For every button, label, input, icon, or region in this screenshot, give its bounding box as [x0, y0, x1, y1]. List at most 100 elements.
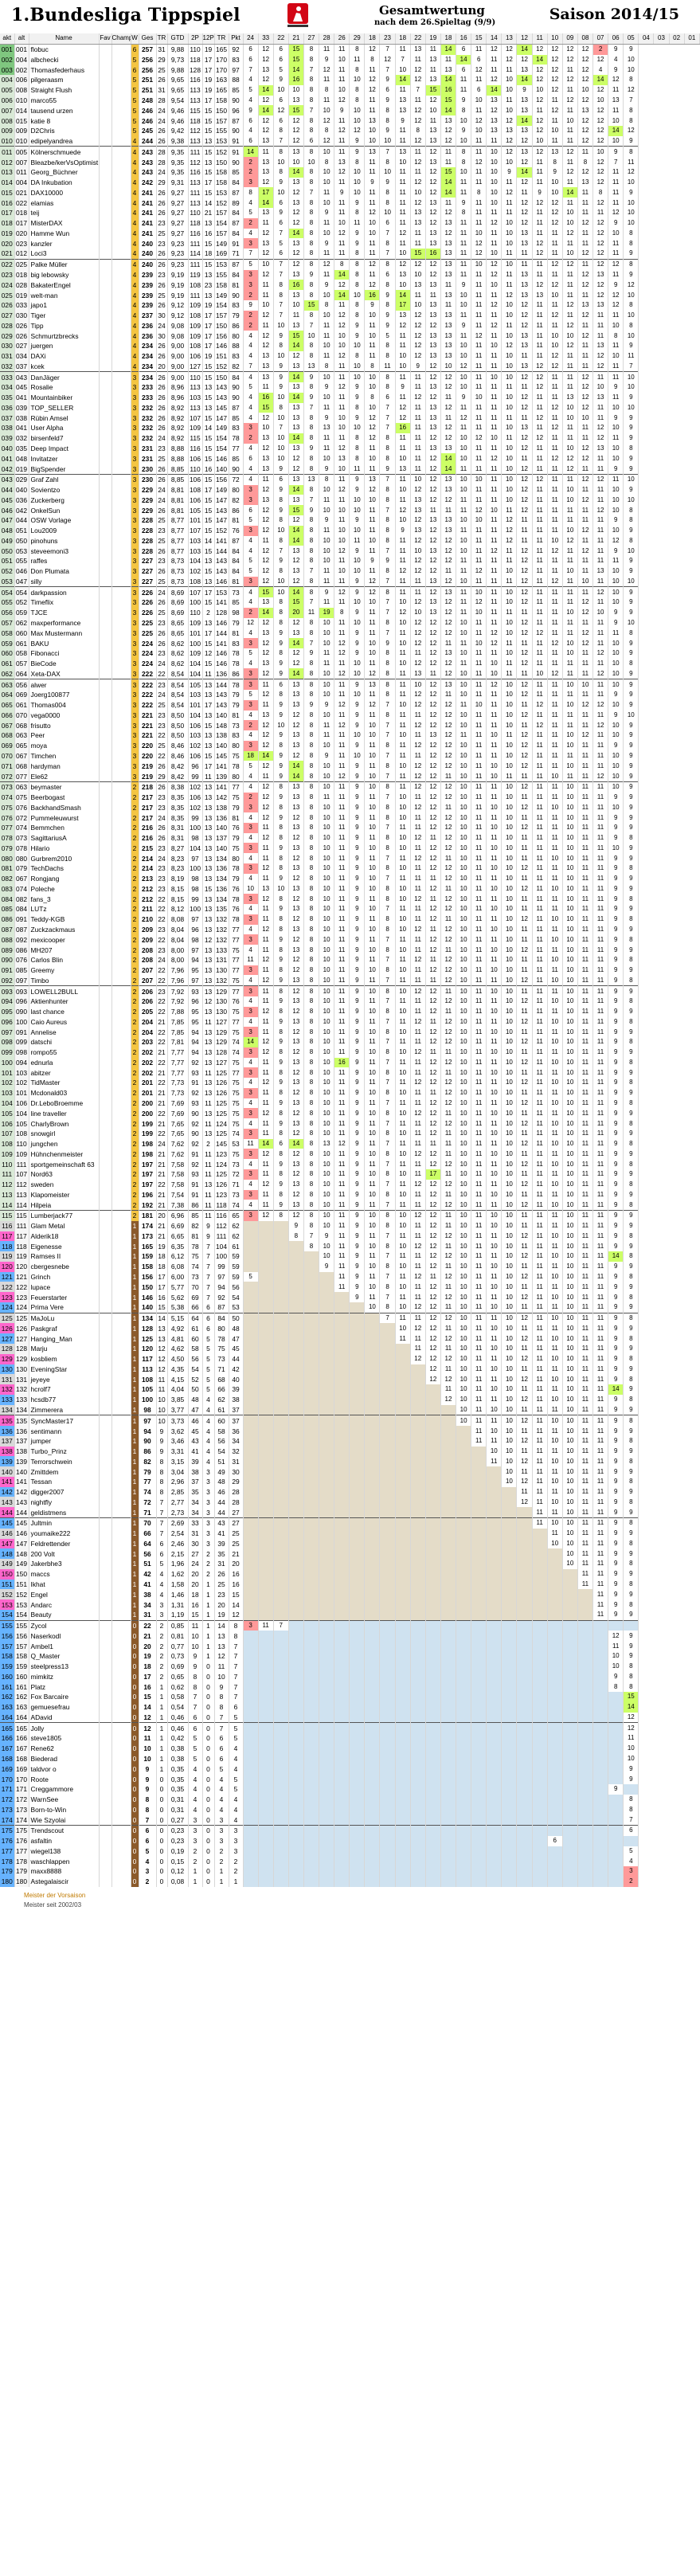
- table-row[interactable]: 124 124 Prima Vere 1 140 15 5,38 66 6 87 53 10 8 10 12…: [0, 1302, 700, 1313]
- table-row[interactable]: 114 114 Hilpeia 2 192 21 7,38 86 11 118 74 4 11 9 13 8 1…: [0, 1200, 700, 1211]
- table-row[interactable]: 004 006 pilgeraasm 5 251 26 9,65 116 19 163 88 4 12 9…: [0, 75, 700, 85]
- table-row[interactable]: 077 074 Bemmchen 2 216 26 8,31 100 13 140 76 3 11 8 13…: [0, 822, 700, 833]
- table-row[interactable]: 018 017 MisterDAX 4 241 23 9,27 118 13 154 87 2 11 6 1…: [0, 217, 700, 229]
- table-row[interactable]: 087 087 Zuckzackmaus 2 209 23 8,04 96 13 132 77 4 12…: [0, 924, 700, 935]
- table-row[interactable]: 012 007 Bleazbe/kerVsOptimist 4 243 28 9,35 112…: [0, 157, 700, 167]
- table-row[interactable]: 067 068 frisutto 3 221 23 8,50 106 15 148 73 2 12 10 1…: [0, 720, 700, 731]
- table-row[interactable]: 048 051 Lou2009 3 228 23 8,77 107 15 152 76 3 12 10 14…: [0, 525, 700, 536]
- table-row[interactable]: 032 037 kcek 4 234 20 9,00 127 15 152 82 7 13 9 13 13 8 1…: [0, 361, 700, 372]
- table-row[interactable]: 033 043 DanJäger 3 234 26 9,00 110 15 150 84 4 13 9 14…: [0, 371, 700, 383]
- table-row[interactable]: 113 113 Klapomeister 2 196 21 7,54 91 11 123 73 3 11…: [0, 1189, 700, 1200]
- table-row[interactable]: 111 107 Nord63 2 197 21 7,58 93 11 125 72 3 11 8 12 8 10…: [0, 1169, 700, 1180]
- table-row[interactable]: 088 092 mexicooper 2 209 22 8,04 98 12 132 77 3 11 9 1…: [0, 934, 700, 945]
- table-row[interactable]: 092 097 Timbo 2 207 22 7,96 97 13 132 75 4 12 9 13 8 10 1…: [0, 975, 700, 986]
- table-row[interactable]: 026 033 japo1 4 239 26 9,12 109 19 154 83 9 10 7 10 15 8…: [0, 299, 700, 311]
- table-row[interactable]: 123 123 Feuerstarter 1 146 16 5,62 69 7 92 54 9 11 7 1…: [0, 1292, 700, 1302]
- table-row[interactable]: 107 108 snowgirl 2 199 22 7,65 90 13 125 74 3 11 8 12 8…: [0, 1128, 700, 1139]
- table-row[interactable]: 071 068 hardyman 3 219 26 8,42 96 17 141 78 5 12 9 14 8…: [0, 761, 700, 772]
- table-row[interactable]: 024 028 BakaterEngel 4 239 26 9,19 108 23 158 81 3 1…: [0, 280, 700, 291]
- table-row[interactable]: 015 021 DAX10000 4 241 26 9,27 111 15 153 87 8 17 10 1…: [0, 187, 700, 198]
- table-row[interactable]: 002 004 albchecki 5 256 29 9,73 118 17 170 83 6 12 6 1…: [0, 54, 700, 65]
- table-row[interactable]: 038 041 User Alpha 3 232 26 8,92 109 14 149 83 3 10 7…: [0, 423, 700, 433]
- table-row[interactable]: 003 002 Thomasfederhaus 6 256 25 9,88 128 17 170 9…: [0, 65, 700, 76]
- table-row[interactable]: 041 048 Invitatzer 3 231 25 8,88 106 15 146 85 6 13 1…: [0, 453, 700, 464]
- table-row[interactable]: 096 100 Caio Aureus 2 204 21 7,85 95 11 127 77 4 11 9…: [0, 1016, 700, 1028]
- table-row[interactable]: 104 106 Dr.LeboBroemme 2 200 21 7,69 93 11 125 75 4…: [0, 1098, 700, 1109]
- table-row[interactable]: 091 085 Greemy 2 207 22 7,96 95 13 130 77 3 11 8 12 8 10…: [0, 965, 700, 976]
- table-row[interactable]: 089 086 MH207 2 208 23 8,00 97 13 133 75 4 11 8 13 8 10 1…: [0, 945, 700, 955]
- table-row[interactable]: 016 022 elamias 4 241 26 9,27 113 14 152 89 4 14 6 13 8…: [0, 198, 700, 209]
- table-row[interactable]: 120 120 cbergesnebe 1 158 18 6,08 74 7 99 59 9 11 9 10…: [0, 1261, 700, 1272]
- table-row[interactable]: 013 011 Georg_Büchner 4 243 24 9,35 116 15 158 85 2…: [0, 166, 700, 178]
- table-row[interactable]: 001 001 flobuc 6 257 31 9,88 110 19 165 92 6 12 6 15 8 1…: [0, 44, 700, 55]
- table-row[interactable]: 093 093 LOWELL2BULL 2 206 23 7,92 93 13 129 77 3 11 8…: [0, 985, 700, 996]
- table-row[interactable]: 075 076 BackhandSmash 2 217 23 8,35 102 13 138 79 3…: [0, 802, 700, 813]
- table-row[interactable]: 098 099 datschi 2 203 22 7,81 94 13 129 74 14 12 9 13 8…: [0, 1037, 700, 1047]
- table-row[interactable]: 074 075 Beerbogast 2 217 23 8,35 106 13 142 75 2 12 9…: [0, 792, 700, 803]
- table-row[interactable]: 106 105 CharlyBrown 2 199 21 7,65 92 11 124 75 4 11 9…: [0, 1118, 700, 1129]
- table-row[interactable]: 056 059 TJCE 3 226 25 8,69 110 2 128 98 2 14 8 20 11 19 8…: [0, 607, 700, 618]
- table-row[interactable]: 100 094 ednurla 2 202 22 7,77 92 13 127 75 4 11 9 13 8 1…: [0, 1057, 700, 1068]
- table-row[interactable]: 007 014 tausend urzen 5 246 24 9,46 115 15 150 96 9…: [0, 105, 700, 116]
- table-row[interactable]: 028 026 Tipp 4 236 24 9,08 109 17 150 86 2 11 10 13 7 11…: [0, 320, 700, 331]
- table-row[interactable]: 073 063 beymaster 2 218 26 8,38 102 13 141 77 4 12 8 1…: [0, 781, 700, 793]
- table-row[interactable]: 097 091 Annelise 2 204 22 7,85 94 13 129 75 3 11 8 12 8…: [0, 1027, 700, 1038]
- table-row[interactable]: 008 015 katie 8 5 246 24 9,46 118 15 157 87 6 12 6 12 8…: [0, 115, 700, 126]
- table-row[interactable]: 039 032 birsenfeld7 3 232 24 8,92 115 15 154 78 2 13…: [0, 433, 700, 444]
- table-row[interactable]: 030 027 juergen 4 234 26 9,00 108 17 146 88 4 12 8 14 8…: [0, 340, 700, 351]
- table-row[interactable]: 078 073 SagittariusA 2 216 26 8,31 98 13 137 79 4 12…: [0, 832, 700, 844]
- table-row[interactable]: 044 040 Sovientzo 3 229 24 8,81 108 17 149 80 3 12 9 1…: [0, 484, 700, 495]
- table-row[interactable]: 020 023 kanzler 4 240 23 9,23 111 15 149 91 3 13 5 13 8…: [0, 238, 700, 249]
- table-row[interactable]: 055 052 Timeflix 3 226 26 8,69 100 15 141 85 4 13 8 15…: [0, 597, 700, 608]
- table-row[interactable]: 011 005 Kölnerschmuede 4 243 28 9,35 111 15 152 91…: [0, 146, 700, 158]
- table-row[interactable]: 094 096 Aktienhunter 2 206 22 7,92 96 12 130 76 4 11…: [0, 996, 700, 1007]
- table-row[interactable]: 014 004 DA Inkubation 4 242 29 9,31 113 17 158 84 3…: [0, 177, 700, 188]
- table-row[interactable]: 065 061 Thomas004 3 222 25 8,54 101 17 143 79 3 11 9 1…: [0, 699, 700, 711]
- table-row[interactable]: 103 101 Mcdonald03 2 201 21 7,73 92 13 126 75 3 11 8 1…: [0, 1087, 700, 1098]
- table-row[interactable]: 095 090 last chance 2 205 22 7,88 95 13 130 75 3 12 8…: [0, 1006, 700, 1017]
- table-row[interactable]: 043 029 Graf Zahl 3 230 26 8,85 106 15 156 72 4 11 6 1…: [0, 473, 700, 485]
- table-row[interactable]: 009 009 D2Chris 5 245 26 9,42 112 15 155 90 4 12 8 12 8…: [0, 125, 700, 136]
- table-row[interactable]: 105 104 line traveller 2 200 22 7,69 90 13 125 75 3…: [0, 1108, 700, 1119]
- table-row[interactable]: 005 008 Straight Flush 5 251 31 9,65 113 19 165 85…: [0, 84, 700, 96]
- table-row[interactable]: 109 109 Hühnchenmeister 2 198 21 7,62 91 11 123 75…: [0, 1149, 700, 1160]
- table-row[interactable]: 099 098 rompo55 2 202 21 7,77 94 13 128 74 3 12 8 12 8 1…: [0, 1047, 700, 1058]
- table-row[interactable]: 090 076 Carlos Blin 2 208 24 8,00 94 13 131 77 11 12…: [0, 954, 700, 965]
- table-row[interactable]: 050 053 steveemoni3 3 228 26 8,77 103 15 144 84 4 12…: [0, 546, 700, 557]
- table-row[interactable]: 057 062 maxperformance 3 225 23 8,65 109 13 146 79…: [0, 617, 700, 628]
- table-row[interactable]: 101 103 abitzer 2 202 21 7,77 93 11 125 77 3 11 8 12 8 1…: [0, 1067, 700, 1079]
- table-row[interactable]: 046 042 OnkelSun 3 229 26 8,81 105 15 143 86 6 12 9 15…: [0, 505, 700, 515]
- table-row[interactable]: 063 056 alwer 3 222 23 8,54 105 13 144 78 3 11 6 13 8 10…: [0, 679, 700, 690]
- table-row[interactable]: 042 019 BigSpender 3 230 26 8,85 110 16 140 90 4 13 9…: [0, 464, 700, 475]
- table-row[interactable]: 121 121 Grinch 1 156 17 6,00 73 7 97 59 5 11 9 11 7 11 12…: [0, 1271, 700, 1282]
- table-row[interactable]: 022 025 Palke Müller 4 240 26 9,23 111 15 153 87 5 1…: [0, 258, 700, 270]
- table-row[interactable]: 081 079 TechDachs 2 214 23 8,23 100 13 136 78 3 12 8 1…: [0, 863, 700, 874]
- table-row[interactable]: 082 067 Rongjang 2 213 23 8,19 98 13 134 79 4 11 9 12 8…: [0, 873, 700, 884]
- table-row[interactable]: 059 061 BAKU 3 224 26 8,62 100 15 141 83 3 12 9 14 7 10 1…: [0, 638, 700, 648]
- table-row[interactable]: 061 057 BieCode 3 224 24 8,62 104 15 146 78 4 13 9 12 8…: [0, 658, 700, 669]
- table-row[interactable]: 072 077 Ele62 3 219 29 8,42 99 11 139 80 4 11 9 14 8 10 1…: [0, 771, 700, 782]
- table-row[interactable]: 049 050 pinohuns 3 228 25 8,77 103 14 141 87 4 11 8 14…: [0, 535, 700, 546]
- table-row[interactable]: 021 012 Loci3 4 240 26 9,23 114 18 169 71 7 12 6 12 8 11…: [0, 249, 700, 260]
- table-row[interactable]: 040 035 Deep Impact 3 231 23 8,88 116 15 154 77 4 12…: [0, 443, 700, 454]
- table-row[interactable]: 053 047 silly 3 227 25 8,73 108 13 146 81 3 12 10 12 8 1…: [0, 576, 700, 587]
- table-row[interactable]: 119 119 Ramses II 1 159 18 6,12 75 7 100 59 10 11 9 11…: [0, 1251, 700, 1262]
- table-row[interactable]: 115 115 Lumberjack77 2 181 20 6,96 85 11 116 65 3 12…: [0, 1210, 700, 1221]
- table-row[interactable]: 029 026 Schmurtzbrecks 4 236 30 9,08 109 17 156 80…: [0, 331, 700, 341]
- table-row[interactable]: 069 065 moya 3 220 25 8,46 102 13 140 80 3 12 8 13 8 10 1…: [0, 740, 700, 751]
- table-row[interactable]: 110 111 sportgemeinschaft 63 2 197 21 7,58 92 11…: [0, 1159, 700, 1169]
- table-row[interactable]: 117 117 Alderik18 1 173 21 6,65 81 9 111 62 8 7 9 11 9 1…: [0, 1231, 700, 1242]
- table-row[interactable]: 108 110 jungchen 2 198 24 7,62 92 2 145 53 11 14 6 14 8…: [0, 1138, 700, 1149]
- table-row[interactable]: 118 118 Eigenesse 1 165 19 6,35 78 7 104 61 8 10 11 9 1…: [0, 1241, 700, 1252]
- table-row[interactable]: 017 018 teij 4 241 26 9,27 110 21 157 84 5 13 9 12 8 9 11…: [0, 208, 700, 218]
- table-row[interactable]: 068 063 Peer 3 221 22 8,50 103 13 138 83 4 12 9 13 8 11 1…: [0, 730, 700, 741]
- table-row[interactable]: 052 046 Don Plumata 3 227 26 8,73 102 15 143 84 5 12…: [0, 566, 700, 577]
- table-row[interactable]: 084 082 fans_3 2 212 22 8,15 99 13 134 78 3 12 8 12 8 10…: [0, 894, 700, 905]
- table-row[interactable]: 080 080 Gurbrem2010 2 214 24 8,23 97 13 134 80 4 11 8…: [0, 853, 700, 864]
- table-row[interactable]: 086 091 Teddy-KGB 2 210 22 8,08 97 13 132 78 3 11 8 12…: [0, 914, 700, 925]
- table-row[interactable]: 085 084 LUTz 2 211 22 8,12 100 13 135 76 4 11 9 13 8 10 1…: [0, 904, 700, 914]
- table-row[interactable]: 079 078 Hilario 2 215 23 8,27 104 13 140 75 3 11 9 13 8…: [0, 843, 700, 854]
- table-row[interactable]: 010 010 edipelyandrea 4 244 26 9,38 113 13 153 91 6…: [0, 135, 700, 147]
- table-row[interactable]: 070 067 Timchen 3 220 22 8,46 106 15 145 75 18 14 9 12…: [0, 750, 700, 761]
- table-row[interactable]: 023 018 big lebowsky 4 239 23 9,19 119 13 155 84 3 1…: [0, 269, 700, 280]
